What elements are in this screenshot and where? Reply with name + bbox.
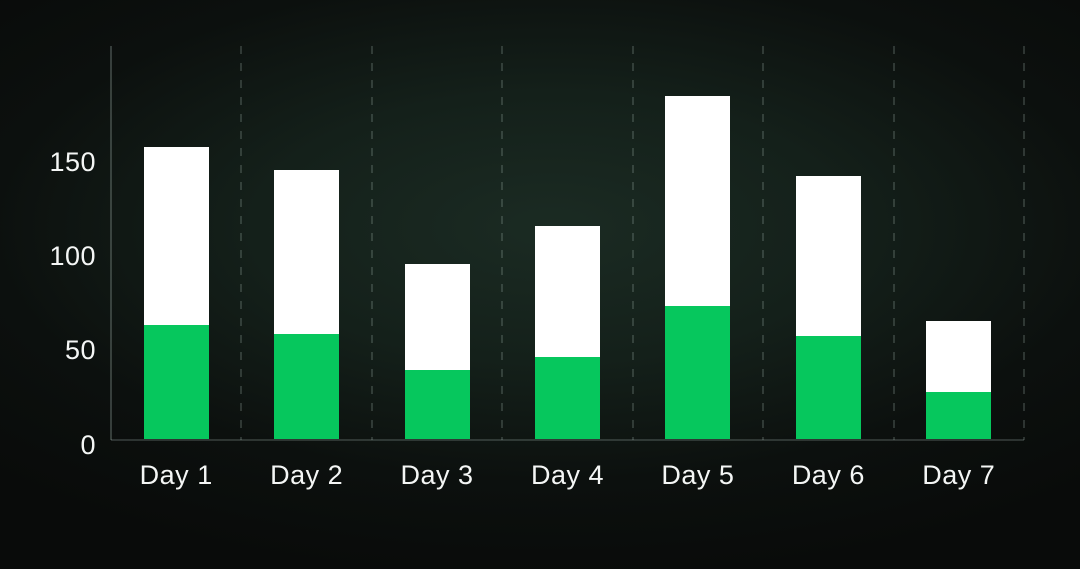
x-tick-label: Day 3 — [400, 460, 474, 490]
bar-segment-white — [665, 96, 731, 306]
vertical-gridline — [501, 46, 504, 440]
bar-group — [535, 226, 600, 440]
y-tick-label: 100 — [49, 241, 96, 271]
bar-segment-green — [274, 333, 340, 440]
bar-segment-green — [535, 356, 600, 440]
y-tick-label: 0 — [80, 429, 96, 460]
bar-segment-white — [404, 264, 470, 370]
bar-segment-white — [795, 175, 861, 336]
bar-group — [404, 264, 470, 440]
bar-segment-green — [404, 369, 470, 440]
vertical-gridline — [240, 46, 243, 440]
bar-segment-white — [143, 147, 209, 325]
vertical-gridline — [1023, 46, 1025, 440]
bar-segment-green — [143, 324, 209, 440]
x-tick-label: Day 1 — [139, 460, 213, 490]
vertical-gridline — [370, 46, 373, 440]
bar-group — [926, 320, 992, 440]
bar-segment-white — [535, 226, 600, 357]
x-tick-label: Day 7 — [922, 460, 996, 490]
bar-segment-green — [926, 392, 992, 440]
bar-group — [795, 175, 861, 440]
bar-group — [143, 147, 209, 440]
vertical-gridline — [892, 46, 895, 440]
bar-segment-green — [665, 305, 731, 440]
x-tick-label: Day 2 — [270, 460, 344, 490]
y-tick-label: 150 — [49, 146, 96, 177]
vertical-gridline — [631, 46, 634, 440]
bar-segment-green — [795, 335, 861, 440]
bar-group — [274, 169, 340, 440]
x-axis-line — [111, 438, 1024, 441]
y-axis-line — [110, 46, 112, 440]
x-tick-label: Day 4 — [530, 460, 605, 490]
y-tick-label: 50 — [64, 335, 96, 366]
bar-segment-white — [274, 169, 340, 334]
bar-group — [665, 96, 731, 440]
vertical-gridline — [762, 46, 765, 440]
x-tick-label: Day 6 — [791, 460, 865, 490]
bar-segment-white — [926, 320, 992, 393]
x-tick-label: Day 5 — [661, 460, 735, 490]
